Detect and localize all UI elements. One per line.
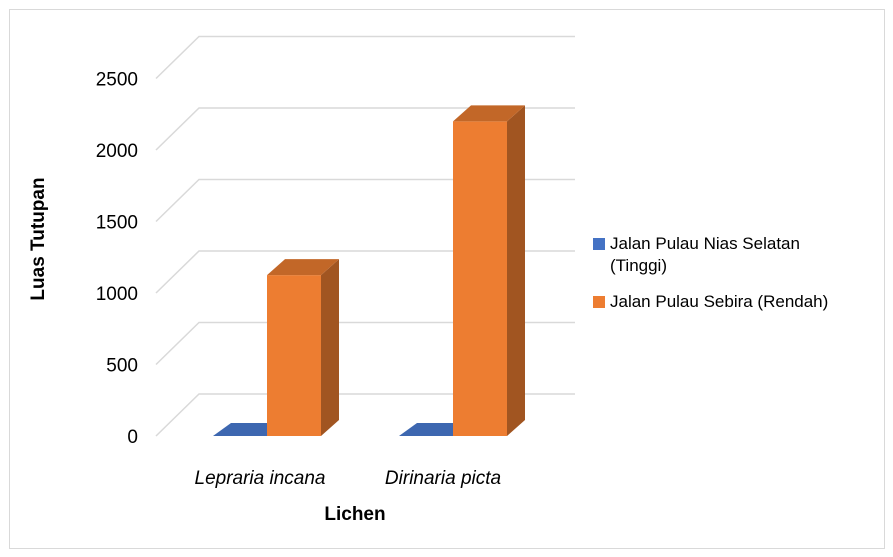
y-tick-label: 1000 <box>96 284 138 305</box>
legend-swatch <box>593 238 605 250</box>
y-tick-labels: 0 500 1000 1500 2000 2500 <box>96 70 138 449</box>
gridline <box>155 178 575 223</box>
y-tick-label: 2500 <box>96 70 138 91</box>
gridline <box>155 35 575 80</box>
gridline <box>155 321 575 366</box>
gridline <box>155 250 575 294</box>
chart-plot: 0 500 1000 1500 2000 2500 Lepraria incana Diri… <box>28 35 575 525</box>
bar <box>453 105 525 437</box>
legend-swatch <box>593 296 605 308</box>
y-tick-label: 2000 <box>96 141 138 162</box>
legend-label: Jalan Pulau Nias Selatan (Tinggi) <box>610 234 800 275</box>
gridline <box>155 107 575 151</box>
legend-label: Jalan Pulau Sebira (Rendah) <box>610 292 829 311</box>
bar <box>267 259 339 436</box>
category-label: Dirinaria picta <box>385 468 501 489</box>
gridline <box>155 393 575 437</box>
category-labels: Lepraria incana Dirinaria picta <box>195 468 502 489</box>
y-tick-label: 1500 <box>96 213 138 234</box>
y-tick-label: 500 <box>106 356 138 377</box>
legend-item: Jalan Pulau Sebira (Rendah) <box>593 291 893 313</box>
gridlines <box>155 35 575 437</box>
chart-frame: 0 500 1000 1500 2000 2500 Lepraria incana Diri… <box>9 9 885 549</box>
y-axis-title: Luas Tutupan <box>28 177 49 300</box>
category-label: Lepraria incana <box>195 468 326 489</box>
x-axis-title: Lichen <box>324 504 385 525</box>
legend: Jalan Pulau Nias Selatan (Tinggi) Jalan P… <box>593 233 893 327</box>
bars <box>213 105 525 437</box>
legend-item: Jalan Pulau Nias Selatan (Tinggi) <box>593 233 893 277</box>
y-tick-label: 0 <box>127 427 138 448</box>
